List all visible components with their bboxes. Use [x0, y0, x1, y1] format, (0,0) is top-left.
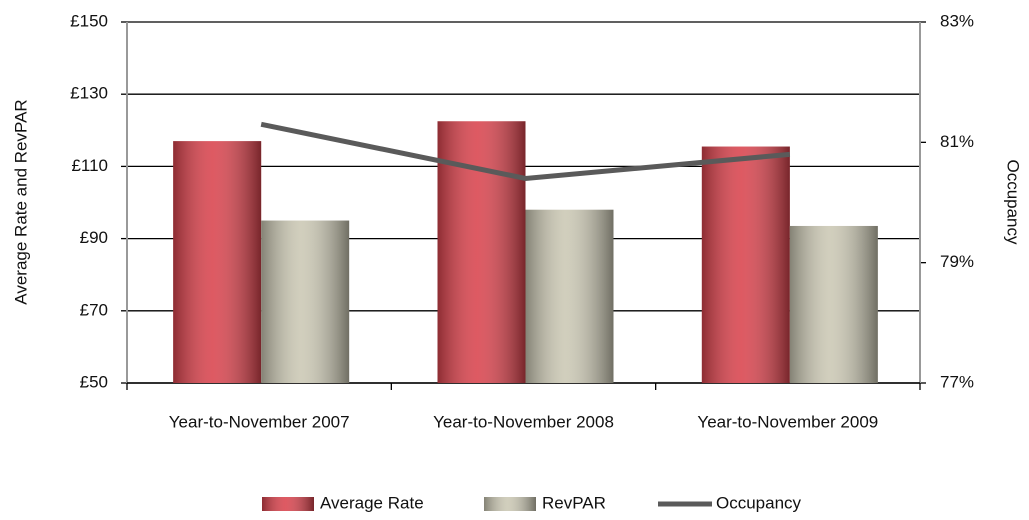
legend-swatch-shade [484, 497, 536, 511]
y-tick-label: £50 [80, 372, 108, 391]
legend-label: Average Rate [320, 493, 424, 512]
y-tick-label: £70 [80, 300, 108, 319]
bar-shade [525, 209, 614, 383]
x-tick-label: Year-to-November 2007 [169, 412, 350, 431]
bar-shade [789, 225, 878, 383]
y-tick-label: £150 [70, 11, 108, 30]
legend-label: Occupancy [716, 493, 802, 512]
y2-tick-label: 77% [940, 372, 974, 391]
y2-axis-label: Occupancy [1004, 159, 1023, 245]
y-tick-label: £110 [71, 156, 108, 175]
line [260, 121, 791, 181]
bar-shade [261, 220, 350, 383]
y2-tick-label: 79% [940, 252, 974, 271]
x-tick-label: Year-to-November 2008 [433, 412, 614, 431]
legend-label: RevPAR [542, 493, 606, 512]
y2-tick-label: 81% [940, 132, 974, 151]
bar-shade [173, 141, 262, 383]
bar-shade [701, 146, 790, 383]
legend-swatch-shade [262, 497, 314, 511]
bar-shade [437, 121, 526, 384]
y2-tick-label: 83% [940, 11, 974, 30]
x-tick-label: Year-to-November 2009 [697, 412, 878, 431]
y-tick-label: £130 [70, 84, 108, 103]
y-tick-label: £90 [80, 228, 108, 247]
y-axis-label: Average Rate and RevPAR [11, 99, 30, 304]
